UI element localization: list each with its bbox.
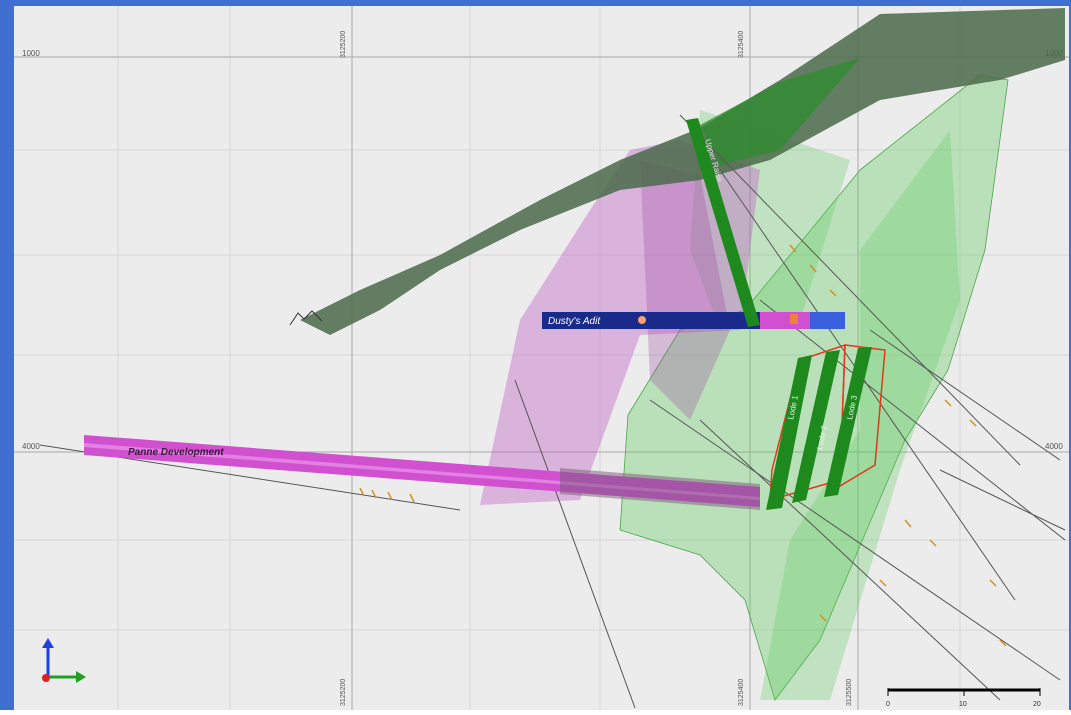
window-frame-left <box>0 0 14 710</box>
grid-label-left-mid: 4000 <box>22 442 40 451</box>
scale-label-10: 10 <box>959 701 967 708</box>
lode-1[interactable] <box>766 355 812 510</box>
minor-grid <box>14 6 1069 710</box>
scale-label-0: 0 <box>886 701 890 708</box>
grid-label-right-mid: 4000 <box>1045 442 1063 451</box>
grid-label-col1-bottom: 3125200 <box>340 679 347 706</box>
x-axis <box>42 674 50 682</box>
lode-2[interactable] <box>792 350 840 503</box>
window-frame-right <box>1069 0 1071 710</box>
decline-label: Panne Development <box>128 447 224 458</box>
adit[interactable]: Dusty's Adit <box>542 312 845 329</box>
grid-label-col2-bottom: 3125400 <box>738 679 745 706</box>
canvas-background <box>14 6 1069 710</box>
scale-label-20: 20 <box>1033 701 1041 708</box>
scale-bar: 0 10 20 <box>886 688 1041 708</box>
topography-surface[interactable] <box>289 8 1065 335</box>
adit-label: Dusty's Adit <box>548 316 601 327</box>
grid-label-col3-bottom: 3125500 <box>846 679 853 706</box>
decline-development[interactable]: Panne Development <box>84 435 760 510</box>
drillhole-traces[interactable] <box>39 114 1066 709</box>
window-frame-top <box>0 0 1071 6</box>
lode-3[interactable] <box>824 347 872 497</box>
axis-triad <box>42 638 86 683</box>
grid-label-col2-top: 3125400 <box>738 31 745 58</box>
assay-ticks <box>359 244 1007 647</box>
grid-label-left-top: 1000 <box>22 49 40 58</box>
adit-marker <box>638 316 646 324</box>
grid-label-col1-top: 3125200 <box>340 31 347 58</box>
